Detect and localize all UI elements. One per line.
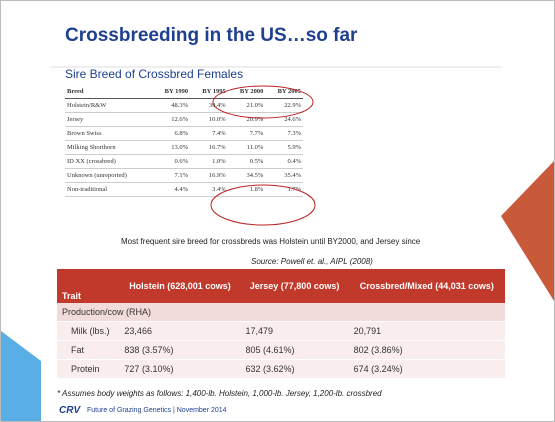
cell: 16.7% <box>190 140 228 155</box>
cell: 22.9% <box>265 98 303 113</box>
cell: 674 (3.24%) <box>348 359 505 378</box>
row: Jersey 12.6% 10.0% 20.9% 24.6% <box>65 112 303 127</box>
cell: 0.4% <box>265 154 303 169</box>
cell: 21.0% <box>227 98 266 113</box>
row: Holstein/R&W 48.3% 39.4% 21.0% 22.9% <box>65 98 303 113</box>
footnote: * Assumes body weights as follows: 1,400… <box>57 389 382 398</box>
header-cell: Trait <box>57 269 120 303</box>
cell: 48.3% <box>152 98 191 113</box>
cell: 0.5% <box>227 154 266 169</box>
subtitle: Sire Breed of Crossbred Females <box>65 67 244 81</box>
highlight-ellipse <box>210 184 316 226</box>
cell: 10.0% <box>190 112 228 127</box>
breed-table: Breed BY 1990 BY 1995 BY 2000 BY 2005 Holstei… <box>65 85 303 197</box>
cell: 7.1% <box>152 168 191 183</box>
cell: 12.6% <box>152 112 191 127</box>
header-cell: Breed <box>65 85 153 99</box>
row: Protein 727 (3.10%) 632 (3.62%) 674 (3.24%) <box>57 359 505 378</box>
cell: Milking Shorthorn <box>65 140 153 155</box>
cell: 0.6% <box>152 154 191 169</box>
cell: Jersey <box>65 112 153 127</box>
orange-shape <box>501 161 554 301</box>
cell: 24.6% <box>265 112 303 127</box>
cell: 11.0% <box>227 140 266 155</box>
row: Unknown (unreported) 7.1% 16.9% 34.5% 35.4% <box>65 168 303 183</box>
row: Non-traditional 4.4% 3.4% 1.8% 1.7% <box>65 182 303 197</box>
header-cell: Crossbred/Mixed (44,031 cows) <box>348 269 505 303</box>
cell: 7.4% <box>190 126 228 141</box>
cell: Non-traditional <box>65 182 153 197</box>
highlight-ellipse <box>212 85 314 119</box>
cell: 4.4% <box>152 182 191 197</box>
cell: 1.8% <box>227 182 266 197</box>
cell: 17,479 <box>240 321 349 341</box>
header-cell: Jersey (77,800 cows) <box>240 269 349 303</box>
blue-shape <box>1 331 41 421</box>
section-cell: Production/cow (RHA) <box>57 303 505 322</box>
cell: 3.4% <box>190 182 228 197</box>
footer: Future of Grazing Genetics | November 20… <box>87 407 227 414</box>
cell: 5.9% <box>265 140 303 155</box>
cell: 632 (3.62%) <box>240 359 349 378</box>
cell: Fat <box>57 340 120 360</box>
source: Source: Powell et. al., AIPL (2008) <box>251 257 373 266</box>
header-cell: Holstein (628,001 cows) <box>119 269 241 303</box>
row: Brown Swiss 6.8% 7.4% 7.7% 7.3% <box>65 126 303 141</box>
section-row: Production/cow (RHA) <box>57 303 505 322</box>
cell: Unknown (unreported) <box>65 168 153 183</box>
cell: 16.9% <box>190 168 228 183</box>
cell: Milk (lbs.) <box>57 321 120 341</box>
cell: 802 (3.86%) <box>348 340 505 360</box>
cell: Protein <box>57 359 120 378</box>
row: Milk (lbs.) 23,466 17,479 20,791 <box>57 321 505 341</box>
cell: Brown Swiss <box>65 126 153 141</box>
cell: 20,791 <box>348 321 505 341</box>
header-cell: BY 1990 <box>152 85 191 99</box>
cell: 838 (3.57%) <box>119 340 241 360</box>
cell: 35.4% <box>265 168 303 183</box>
header-cell: BY 1995 <box>190 85 228 99</box>
cell: 1.0% <box>190 154 228 169</box>
header-row: Trait Holstein (628,001 cows) Jersey (77,8… <box>57 269 505 303</box>
cell: 7.7% <box>227 126 266 141</box>
logo: CRV <box>59 405 81 416</box>
header-cell: BY 2005 <box>265 85 303 99</box>
cell: 23,466 <box>119 321 241 341</box>
cell: 34.5% <box>227 168 266 183</box>
cell: 805 (4.61%) <box>240 340 349 360</box>
row: Fat 838 (3.57%) 805 (4.61%) 802 (3.86%) <box>57 340 505 360</box>
header-row: Breed BY 1990 BY 1995 BY 2000 BY 2005 <box>65 85 303 99</box>
row: ID XX (crossbred) 0.6% 1.0% 0.5% 0.4% <box>65 154 303 169</box>
row: Milking Shorthorn 13.0% 16.7% 11.0% 5.9% <box>65 140 303 155</box>
note: Most frequent sire breed for crossbreds … <box>121 237 421 246</box>
cell: Holstein/R&W <box>65 98 153 113</box>
cell: 7.3% <box>265 126 303 141</box>
cell: 727 (3.10%) <box>119 359 241 378</box>
title: Crossbreeding in the US…so far <box>65 25 358 46</box>
cell: ID XX (crossbred) <box>65 154 153 169</box>
cell: 13.0% <box>152 140 191 155</box>
trait-table: Trait Holstein (628,001 cows) Jersey (77,8… <box>57 269 505 378</box>
cell: 6.8% <box>152 126 191 141</box>
